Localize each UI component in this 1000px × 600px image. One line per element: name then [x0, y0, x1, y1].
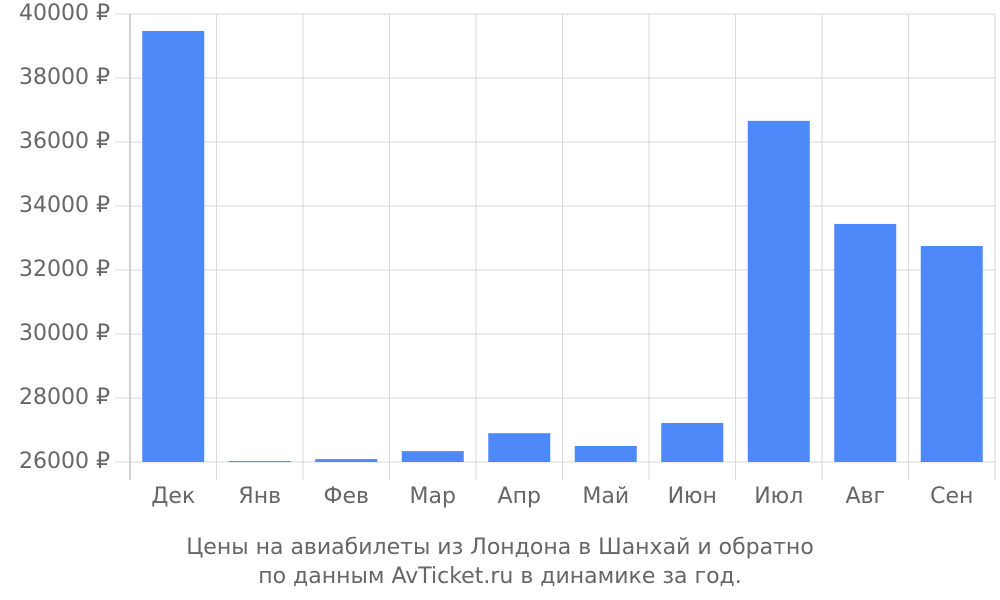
- x-tick-label: Авг: [845, 484, 885, 509]
- x-tick-label: Сен: [930, 484, 973, 509]
- x-tick-label: Май: [582, 484, 629, 509]
- y-tick-label: 36000 ₽: [19, 129, 110, 154]
- bar: [747, 120, 810, 462]
- bar: [574, 446, 637, 462]
- x-tick-label: Апр: [498, 484, 541, 509]
- bar: [834, 223, 897, 462]
- x-tick-label: Дек: [151, 484, 195, 509]
- caption: по данным AvTicket.ru в динамике за год.: [258, 564, 742, 589]
- x-tick-label: Июл: [754, 484, 803, 509]
- y-tick-label: 40000 ₽: [19, 1, 110, 26]
- x-tick-label: Мар: [410, 484, 456, 509]
- y-tick-label: 34000 ₽: [19, 193, 110, 218]
- x-tick-label: Фев: [324, 484, 369, 509]
- bar: [661, 422, 724, 462]
- y-tick-label: 26000 ₽: [19, 449, 110, 474]
- caption: Цены на авиабилеты из Лондона в Шанхай и…: [186, 535, 814, 560]
- y-tick-label: 38000 ₽: [19, 65, 110, 90]
- y-tick-label: 32000 ₽: [19, 257, 110, 282]
- x-tick-label: Июн: [668, 484, 717, 509]
- bar: [228, 461, 291, 463]
- bar: [401, 451, 464, 462]
- y-tick-label: 28000 ₽: [19, 385, 110, 410]
- bar: [488, 433, 551, 462]
- bar: [315, 459, 378, 462]
- bar: [920, 246, 983, 462]
- y-tick-label: 30000 ₽: [19, 321, 110, 346]
- x-tick-label: Янв: [238, 484, 281, 509]
- bar: [142, 30, 205, 463]
